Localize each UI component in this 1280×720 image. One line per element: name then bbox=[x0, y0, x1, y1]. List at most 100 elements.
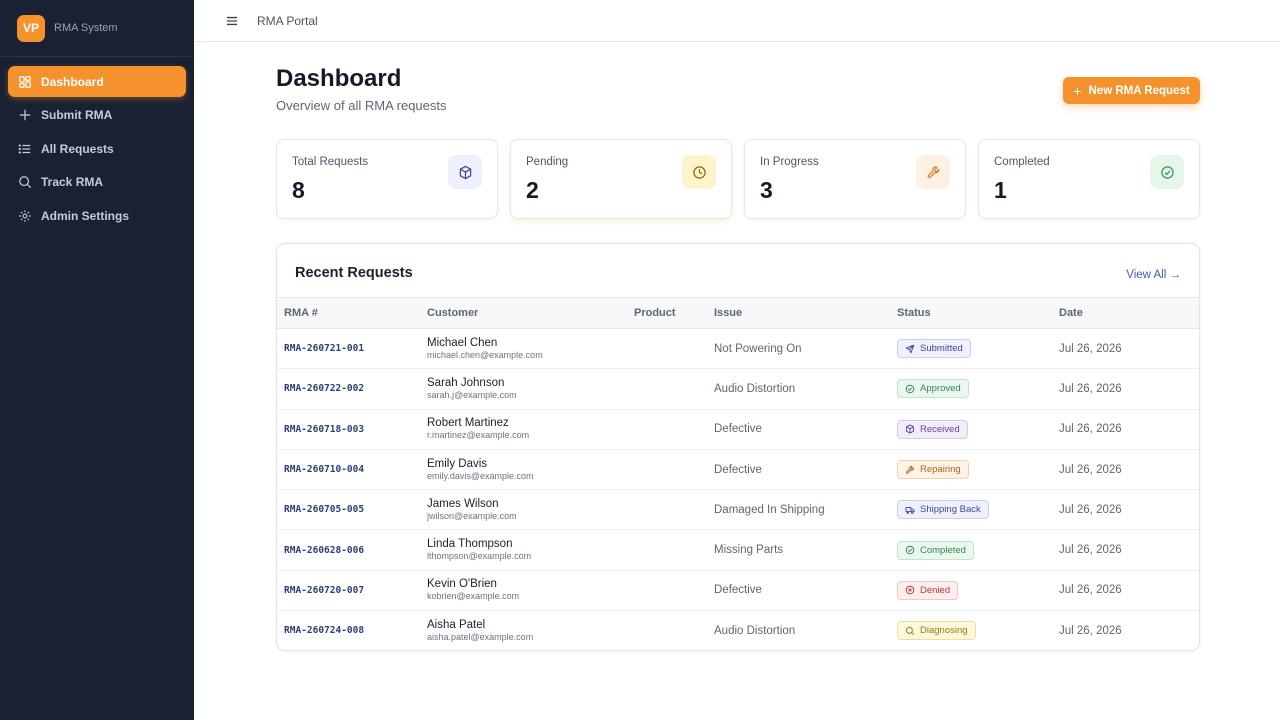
date-cell: Jul 26, 2026 bbox=[1059, 544, 1122, 557]
col-issue[interactable]: Issue bbox=[714, 307, 743, 319]
sidebar-item-submit-rma[interactable]: Submit RMA bbox=[8, 100, 186, 131]
status-cell: Repairing bbox=[897, 449, 1059, 489]
sidebar-item-track-rma[interactable]: Track RMA bbox=[8, 167, 186, 198]
customer-name: Sarah Johnson bbox=[427, 376, 505, 389]
recent-requests-title: Recent Requests bbox=[295, 265, 413, 281]
list-icon bbox=[18, 142, 32, 156]
rma-number-link[interactable]: RMA-260628-006 bbox=[284, 544, 365, 556]
hamburger-icon[interactable] bbox=[225, 14, 239, 28]
table-row[interactable]: RMA-260724-008 Aisha Patel aisha.patel@exa… bbox=[277, 611, 1199, 650]
customer-email: aisha.patel@example.com bbox=[427, 631, 534, 642]
table-row[interactable]: RMA-260710-004 Emily Davis emily.davis@exa… bbox=[277, 449, 1199, 490]
product-cell bbox=[634, 329, 714, 369]
product-cell bbox=[634, 490, 714, 530]
rma-number-link[interactable]: RMA-260710-004 bbox=[284, 464, 365, 476]
status-label: Received bbox=[920, 423, 960, 435]
customer-email: sarah.j@example.com bbox=[427, 389, 517, 400]
col-product[interactable]: Product bbox=[634, 307, 676, 319]
status-badge: Shipping Back bbox=[897, 500, 989, 520]
new-rma-request-label: New RMA Request bbox=[1088, 84, 1190, 97]
status-cell: Completed bbox=[897, 530, 1059, 570]
col-customer[interactable]: Customer bbox=[427, 307, 479, 319]
rma-number-link[interactable]: RMA-260705-005 bbox=[284, 504, 365, 516]
table-row[interactable]: RMA-260628-006 Linda Thompson lthompson@ex… bbox=[277, 530, 1199, 571]
sidebar-item-label: Track RMA bbox=[41, 175, 104, 189]
issue-cell: Defective bbox=[714, 584, 762, 597]
logo[interactable]: VP bbox=[17, 14, 45, 42]
brand-name: RMA System bbox=[54, 22, 118, 34]
customer-email: lthompson@example.com bbox=[427, 551, 532, 562]
x-circle-icon bbox=[905, 585, 915, 595]
rma-number-link[interactable]: RMA-260720-007 bbox=[284, 584, 365, 596]
sidebar-item-admin-settings[interactable]: Admin Settings bbox=[8, 200, 186, 231]
page-subtitle: Overview of all RMA requests bbox=[276, 98, 447, 113]
product-cell bbox=[634, 530, 714, 570]
stat-value: 1 bbox=[994, 177, 1007, 203]
table-row[interactable]: RMA-260718-003 Robert Martinez r.martinez@… bbox=[277, 409, 1199, 450]
view-all-link[interactable]: View All → bbox=[1126, 269, 1181, 281]
customer-email: r.martinez@example.com bbox=[427, 430, 530, 441]
date-cell: Jul 26, 2026 bbox=[1059, 503, 1122, 516]
date-cell: Jul 26, 2026 bbox=[1059, 382, 1122, 395]
check-circle-icon bbox=[905, 384, 915, 394]
customer-cell: Michael Chen michael.chen@example.com bbox=[427, 329, 634, 369]
table-row[interactable]: RMA-260721-001 Michael Chen michael.chen@e… bbox=[277, 329, 1199, 369]
table-row[interactable]: RMA-260720-007 Kevin O'Brien kobrien@examp… bbox=[277, 570, 1199, 611]
wrench-icon bbox=[916, 155, 950, 189]
sidebar-item-label: All Requests bbox=[41, 141, 114, 156]
topbar: RMA Portal bbox=[194, 0, 1280, 42]
status-badge: Approved bbox=[897, 379, 969, 399]
rma-number-link[interactable]: RMA-260722-002 bbox=[284, 383, 365, 395]
new-rma-request-button[interactable]: + New RMA Request bbox=[1063, 77, 1200, 104]
status-cell: Approved bbox=[897, 369, 1059, 409]
stat-value: 2 bbox=[526, 177, 539, 203]
product-cell bbox=[634, 570, 714, 610]
col-date[interactable]: Date bbox=[1059, 307, 1083, 319]
col-rma[interactable]: RMA # bbox=[284, 307, 318, 319]
check-circle-icon bbox=[1150, 155, 1184, 189]
customer-email: kobrien@example.com bbox=[427, 591, 520, 602]
date-cell: Jul 26, 2026 bbox=[1059, 624, 1122, 637]
rma-number-link[interactable]: RMA-260724-008 bbox=[284, 625, 365, 637]
sidebar-item-dashboard[interactable]: Dashboard bbox=[8, 66, 186, 97]
customer-name: Michael Chen bbox=[427, 336, 498, 349]
stat-label: Pending bbox=[526, 156, 569, 168]
stat-value: 3 bbox=[760, 177, 773, 203]
sidebar-nav: Dashboard Submit RMA All Requests Track … bbox=[0, 57, 194, 231]
plus-icon bbox=[18, 108, 32, 122]
col-status[interactable]: Status bbox=[897, 307, 931, 319]
brand: VP RMA System bbox=[0, 0, 194, 57]
table-row[interactable]: RMA-260705-005 James Wilson jwilson@exampl… bbox=[277, 490, 1199, 530]
issue-cell: Defective bbox=[714, 423, 762, 436]
customer-email: michael.chen@example.com bbox=[427, 349, 543, 360]
customer-cell: Kevin O'Brien kobrien@example.com bbox=[427, 570, 634, 610]
customer-name: Robert Martinez bbox=[427, 417, 509, 430]
customer-name: Kevin O'Brien bbox=[427, 578, 497, 591]
product-cell bbox=[634, 369, 714, 409]
table-row[interactable]: RMA-260722-002 Sarah Johnson sarah.j@examp… bbox=[277, 369, 1199, 410]
date-cell: Jul 26, 2026 bbox=[1059, 463, 1122, 476]
sidebar: VP RMA System Dashboard Submit RMA All R… bbox=[0, 0, 194, 720]
date-cell: Jul 26, 2026 bbox=[1059, 423, 1122, 436]
recent-requests-panel: Recent Requests View All → RMA # Custome… bbox=[276, 243, 1200, 651]
issue-cell: Defective bbox=[714, 463, 762, 476]
status-badge: Received bbox=[897, 419, 968, 439]
stat-label: In Progress bbox=[760, 156, 819, 168]
table-header-row: RMA # Customer Product Issue Status Date bbox=[277, 297, 1199, 329]
dashboard-icon bbox=[18, 75, 32, 89]
sidebar-item-all-requests[interactable]: All Requests bbox=[8, 133, 186, 164]
rma-number-link[interactable]: RMA-260721-001 bbox=[284, 343, 365, 355]
search-icon bbox=[18, 175, 32, 189]
status-label: Approved bbox=[920, 383, 961, 395]
customer-cell: Robert Martinez r.martinez@example.com bbox=[427, 409, 634, 449]
customer-cell: Sarah Johnson sarah.j@example.com bbox=[427, 369, 634, 409]
status-label: Submitted bbox=[920, 343, 963, 355]
rma-number-link[interactable]: RMA-260718-003 bbox=[284, 423, 365, 435]
customer-cell: James Wilson jwilson@example.com bbox=[427, 490, 634, 530]
stat-label: Completed bbox=[994, 156, 1050, 168]
wrench-icon bbox=[905, 465, 915, 475]
status-label: Completed bbox=[920, 544, 966, 556]
stat-card-pending: Pending 2 bbox=[510, 139, 732, 219]
issue-cell: Audio Distortion bbox=[714, 624, 796, 637]
requests-table: RMA # Customer Product Issue Status Date… bbox=[277, 297, 1199, 650]
